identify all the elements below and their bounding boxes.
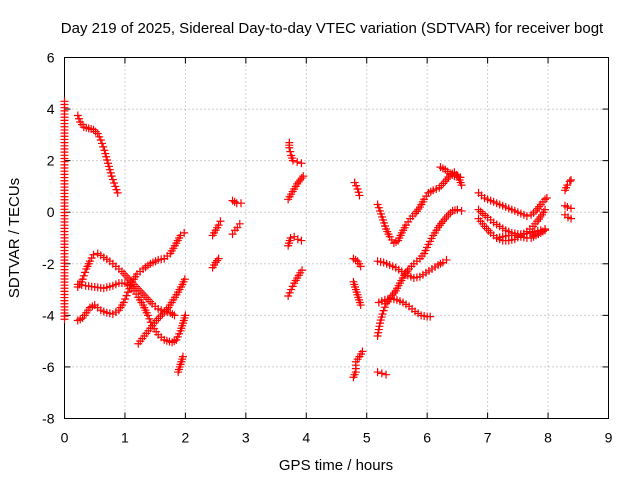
- data-point-plus: [297, 174, 306, 183]
- data-point-plus: [297, 236, 306, 245]
- y-tick-label: -8: [42, 411, 55, 427]
- data-point-plus: [355, 191, 364, 200]
- data-point-plus: [121, 295, 130, 304]
- data-point-plus: [145, 314, 154, 323]
- data-point-plus: [119, 298, 128, 307]
- y-tick-label: 2: [47, 153, 55, 169]
- data-point-plus: [123, 288, 132, 297]
- data-point-plus: [442, 255, 451, 264]
- data-point-plus: [380, 303, 389, 312]
- data-point-plus: [298, 266, 307, 275]
- data-point-plus: [113, 188, 122, 197]
- data-point-plus: [81, 268, 90, 277]
- data-point-plus: [565, 177, 574, 186]
- y-tick-label: -6: [42, 359, 55, 375]
- data-point-plus: [541, 205, 550, 214]
- y-axis-label: SDTVAR / TECUs: [6, 178, 23, 298]
- data-point-plus: [110, 178, 119, 187]
- data-point-plus: [297, 159, 306, 168]
- data-point-plus: [456, 173, 465, 182]
- data-point-plus: [143, 311, 152, 320]
- data-point-plus: [356, 301, 365, 310]
- data-point-plus: [567, 175, 576, 184]
- data-point-plus: [567, 204, 576, 213]
- x-tick-label: 0: [61, 430, 69, 446]
- grid-lines: [64, 57, 609, 419]
- y-tick-label: 6: [47, 50, 55, 66]
- x-tick-label: 8: [544, 430, 552, 446]
- x-tick-label: 1: [121, 430, 129, 446]
- data-point-plus: [373, 368, 382, 377]
- data-point-plus: [79, 271, 88, 280]
- data-point-plus: [77, 281, 86, 290]
- x-axis-label: GPS time / hours: [279, 457, 393, 474]
- data-point-plus: [99, 142, 108, 151]
- data-point-plus: [378, 310, 387, 319]
- y-tick-label: 0: [47, 204, 55, 220]
- data-point-plus: [288, 156, 297, 165]
- data-point-plus: [567, 214, 576, 223]
- data-point-plus: [60, 315, 69, 324]
- data-point-plus: [96, 136, 105, 145]
- data-point-plus: [89, 250, 98, 259]
- data-point-plus: [563, 203, 572, 212]
- x-tick-label: 7: [484, 430, 492, 446]
- data-point-plus: [542, 194, 551, 203]
- data-point-plus: [541, 226, 550, 235]
- data-point-plus: [293, 235, 302, 244]
- data-point-plus: [107, 172, 116, 181]
- data-point-plus: [358, 347, 367, 356]
- data-point-plus: [213, 256, 222, 265]
- data-point-plus: [214, 254, 223, 263]
- data-point-plus: [73, 280, 82, 289]
- y-tick-labels: -8 -6 -4 -2 0 2 4 6: [42, 50, 55, 427]
- x-tick-label: 5: [363, 430, 371, 446]
- data-marks: [60, 97, 576, 382]
- data-point-plus: [453, 205, 462, 214]
- y-tick-label: 4: [47, 101, 55, 117]
- data-point-plus: [457, 181, 466, 190]
- data-point-plus: [286, 147, 295, 156]
- data-point-plus: [181, 311, 190, 320]
- x-tick-label: 2: [181, 430, 189, 446]
- data-point-plus: [286, 234, 295, 242]
- data-point-plus: [285, 143, 294, 152]
- data-point-plus: [235, 219, 244, 228]
- data-point-plus: [379, 306, 388, 315]
- data-point-plus: [293, 157, 302, 166]
- x-tick-label: 6: [423, 430, 431, 446]
- x-tick-label: 4: [302, 430, 310, 446]
- data-point-plus: [457, 206, 466, 215]
- data-point-plus: [377, 369, 386, 378]
- data-point-plus: [426, 312, 435, 321]
- data-point-plus: [122, 291, 131, 300]
- data-point-plus: [382, 370, 391, 379]
- x-tick-labels: 0 1 2 3 4 5 6 7 8 9: [61, 430, 613, 446]
- data-point-plus: [108, 175, 117, 184]
- y-tick-label: -2: [42, 256, 55, 272]
- data-point-plus: [78, 275, 87, 284]
- data-point-plus: [180, 228, 189, 237]
- chart-title: Day 219 of 2025, Sidereal Day-to-day VTE…: [61, 20, 604, 37]
- data-point-plus: [216, 217, 225, 226]
- data-point-plus: [180, 275, 189, 284]
- data-point-plus: [97, 139, 106, 148]
- data-point-plus: [236, 199, 245, 208]
- data-point-plus: [299, 172, 308, 181]
- data-point-plus: [214, 221, 223, 230]
- data-point-plus: [356, 262, 365, 271]
- data-point-plus: [541, 195, 550, 204]
- data-point-plus: [522, 212, 531, 221]
- x-tick-label: 9: [605, 430, 613, 446]
- y-tick-label: -4: [42, 307, 55, 323]
- data-point-plus: [178, 352, 187, 361]
- x-tick-label: 3: [242, 430, 250, 446]
- data-point-plus: [170, 311, 179, 320]
